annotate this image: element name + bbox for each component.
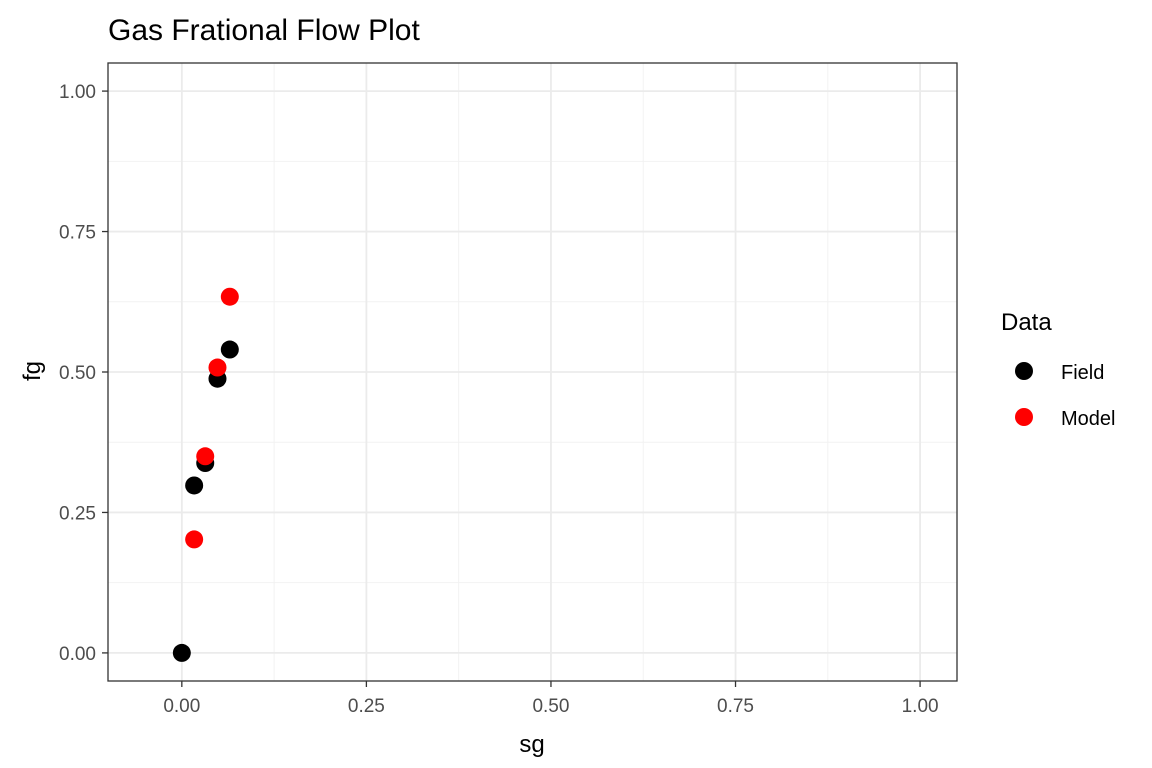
- x-axis: 0.00 0.25 0.50 0.75 1.00: [163, 681, 939, 717]
- data-points: [172, 287, 239, 662]
- x-axis-label: sg: [519, 731, 544, 758]
- y-tick-label: 0.50: [59, 363, 96, 384]
- legend-key-model: [1015, 408, 1033, 426]
- minor-gridlines: [108, 63, 957, 681]
- point-field: [185, 476, 204, 495]
- x-tick-label: 1.00: [902, 696, 939, 717]
- legend: Data Field Model: [1001, 309, 1115, 430]
- x-tick-label: 0.50: [532, 696, 569, 717]
- y-axis: 0.00 0.25 0.50 0.75 1.00: [59, 82, 108, 665]
- y-axis-label: fg: [19, 361, 46, 381]
- x-tick-label: 0.75: [717, 696, 754, 717]
- point-model: [196, 447, 215, 466]
- y-tick-label: 0.25: [59, 503, 96, 524]
- legend-key-field: [1015, 362, 1033, 380]
- point-model: [220, 287, 239, 306]
- y-tick-label: 1.00: [59, 82, 96, 103]
- major-gridlines: [108, 63, 957, 681]
- legend-label-field: Field: [1061, 362, 1104, 384]
- legend-title: Data: [1001, 309, 1052, 336]
- y-tick-label: 0.00: [59, 644, 96, 665]
- x-tick-label: 0.25: [348, 696, 385, 717]
- y-tick-label: 0.75: [59, 223, 96, 244]
- legend-label-model: Model: [1061, 408, 1115, 430]
- legend-items: Field Model: [1015, 362, 1115, 430]
- point-field: [172, 643, 191, 662]
- x-tick-label: 0.00: [163, 696, 200, 717]
- point-model: [185, 530, 204, 549]
- point-field: [220, 340, 239, 359]
- point-model: [208, 358, 227, 377]
- chart-title: Gas Frational Flow Plot: [108, 14, 420, 47]
